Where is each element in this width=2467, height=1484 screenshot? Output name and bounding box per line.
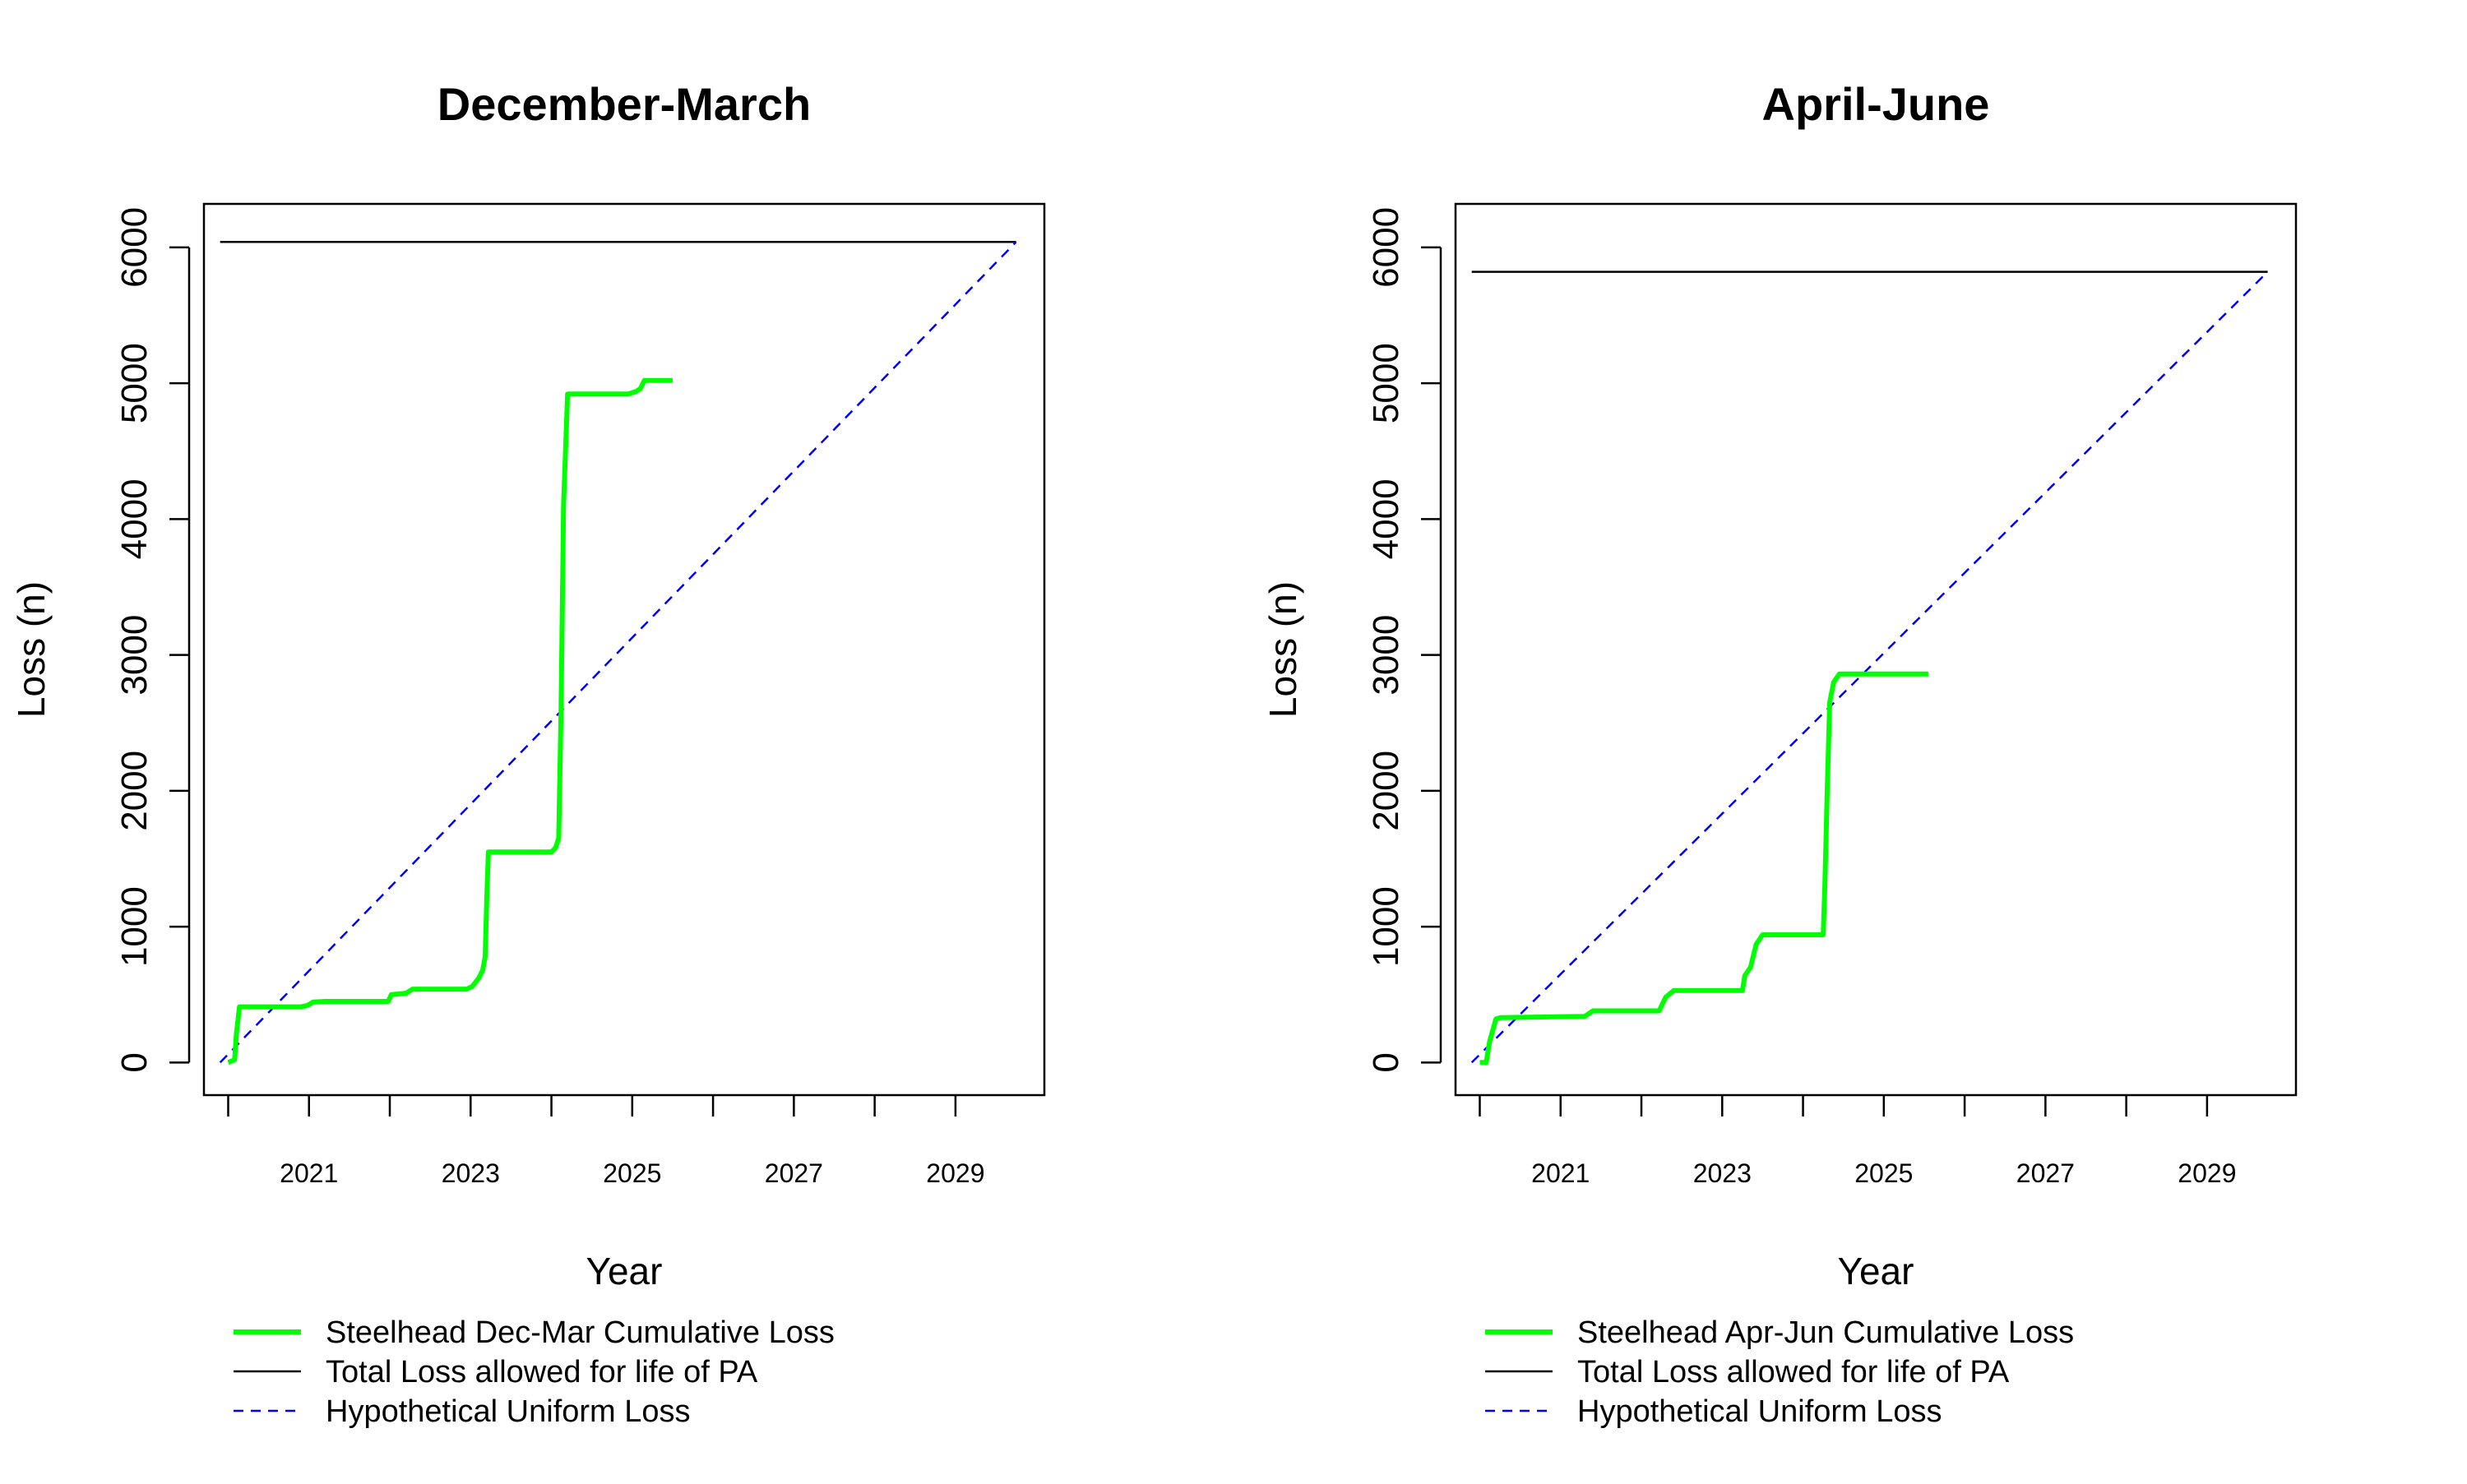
plot-frame xyxy=(1454,202,2298,1097)
y-tick-label: 6000 xyxy=(114,207,155,288)
x-tick-label: 2029 xyxy=(926,1158,984,1188)
y-axis-label: Loss (n) xyxy=(10,581,53,718)
y-tick-label: 4000 xyxy=(1366,478,1406,559)
y-tick-label: 6000 xyxy=(1366,207,1406,288)
x-tick-label: 2025 xyxy=(1854,1158,1913,1188)
x-axis-label: Year xyxy=(586,1250,663,1292)
legend-label: Steelhead Dec-Mar Cumulative Loss xyxy=(326,1315,835,1350)
x-tick-label: 2023 xyxy=(442,1158,500,1188)
chart-panel-1: December-March 2021 2023 2025 2027 2029 0 1000 2… xyxy=(10,78,1046,1429)
y-tick-label: 3000 xyxy=(1366,615,1406,696)
legend-label: Total Loss allowed for life of PA xyxy=(1577,1355,2010,1389)
plot-frame xyxy=(202,202,1046,1097)
chart-title: April-June xyxy=(1762,78,1990,130)
y-tick-label: 2000 xyxy=(1366,751,1406,831)
legend-label: Hypothetical Uniform Loss xyxy=(1577,1394,1942,1429)
x-tick-label: 2023 xyxy=(1693,1158,1752,1188)
legend-label: Total Loss allowed for life of PA xyxy=(326,1355,758,1389)
x-tick-label: 2029 xyxy=(2178,1158,2236,1188)
y-axis-label: Loss (n) xyxy=(1261,581,1304,718)
x-tick-label: 2021 xyxy=(1531,1158,1590,1188)
legend-label: Steelhead Apr-Jun Cumulative Loss xyxy=(1577,1315,2074,1350)
y-tick-label: 5000 xyxy=(114,343,155,423)
y-tick-label: 4000 xyxy=(114,478,155,559)
chart-panel-2: April-June 2021 2023 2025 2027 2029 0 1000 2000 3… xyxy=(1261,78,2298,1429)
x-tick-label: 2021 xyxy=(280,1158,338,1188)
x-axis-label: Year xyxy=(1838,1250,1914,1292)
y-tick-label: 0 xyxy=(114,1052,155,1072)
series-line-3 xyxy=(219,241,1017,1064)
y-tick-label: 2000 xyxy=(114,751,155,831)
y-tick-label: 1000 xyxy=(114,886,155,967)
series-line-3 xyxy=(1470,270,2269,1064)
x-tick-label: 2025 xyxy=(603,1158,661,1188)
series-line-1 xyxy=(227,377,673,1066)
x-tick-label: 2027 xyxy=(2016,1158,2075,1188)
chart-title: December-March xyxy=(437,78,811,130)
series-line-1 xyxy=(1479,671,1928,1066)
x-tick-label: 2027 xyxy=(765,1158,823,1188)
legend-label: Hypothetical Uniform Loss xyxy=(326,1394,691,1429)
y-tick-label: 1000 xyxy=(1366,886,1406,967)
y-tick-label: 0 xyxy=(1366,1052,1406,1072)
y-tick-label: 5000 xyxy=(1366,343,1406,423)
y-tick-label: 3000 xyxy=(114,615,155,696)
